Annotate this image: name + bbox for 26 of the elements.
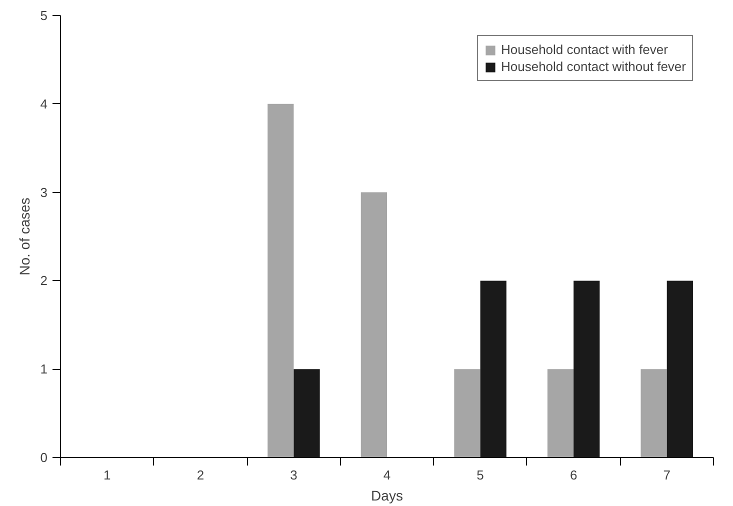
- y-tick-label: 5: [40, 8, 48, 23]
- legend-label: Household contact without fever: [501, 59, 686, 74]
- legend-label: Household contact with fever: [501, 42, 668, 57]
- y-tick-label: 3: [40, 184, 48, 200]
- x-tick-label: 7: [663, 468, 670, 482]
- bar: [268, 104, 294, 458]
- y-tick-label: 1: [40, 362, 48, 377]
- bar: [640, 369, 667, 458]
- bar: [454, 369, 480, 458]
- x-tick-label: 1: [104, 468, 111, 482]
- x-tick-label: 5: [476, 468, 484, 482]
- x-tick-label: 3: [290, 468, 298, 482]
- bar: [294, 369, 320, 458]
- y-tick-label: 0: [40, 450, 48, 465]
- bar: [666, 280, 693, 458]
- bar: [574, 280, 600, 458]
- bar: [360, 192, 387, 458]
- y-axis-title: No. of cases: [16, 198, 32, 276]
- y-tick-label: 2: [40, 273, 48, 288]
- x-tick-label: 2: [196, 468, 204, 482]
- bar: [480, 280, 506, 458]
- x-tick-label: 6: [570, 468, 578, 482]
- y-tick-label: 4: [40, 96, 48, 112]
- bar: [547, 369, 574, 458]
- x-axis-title: Days: [371, 488, 403, 504]
- x-tick-label: 4: [383, 468, 391, 482]
